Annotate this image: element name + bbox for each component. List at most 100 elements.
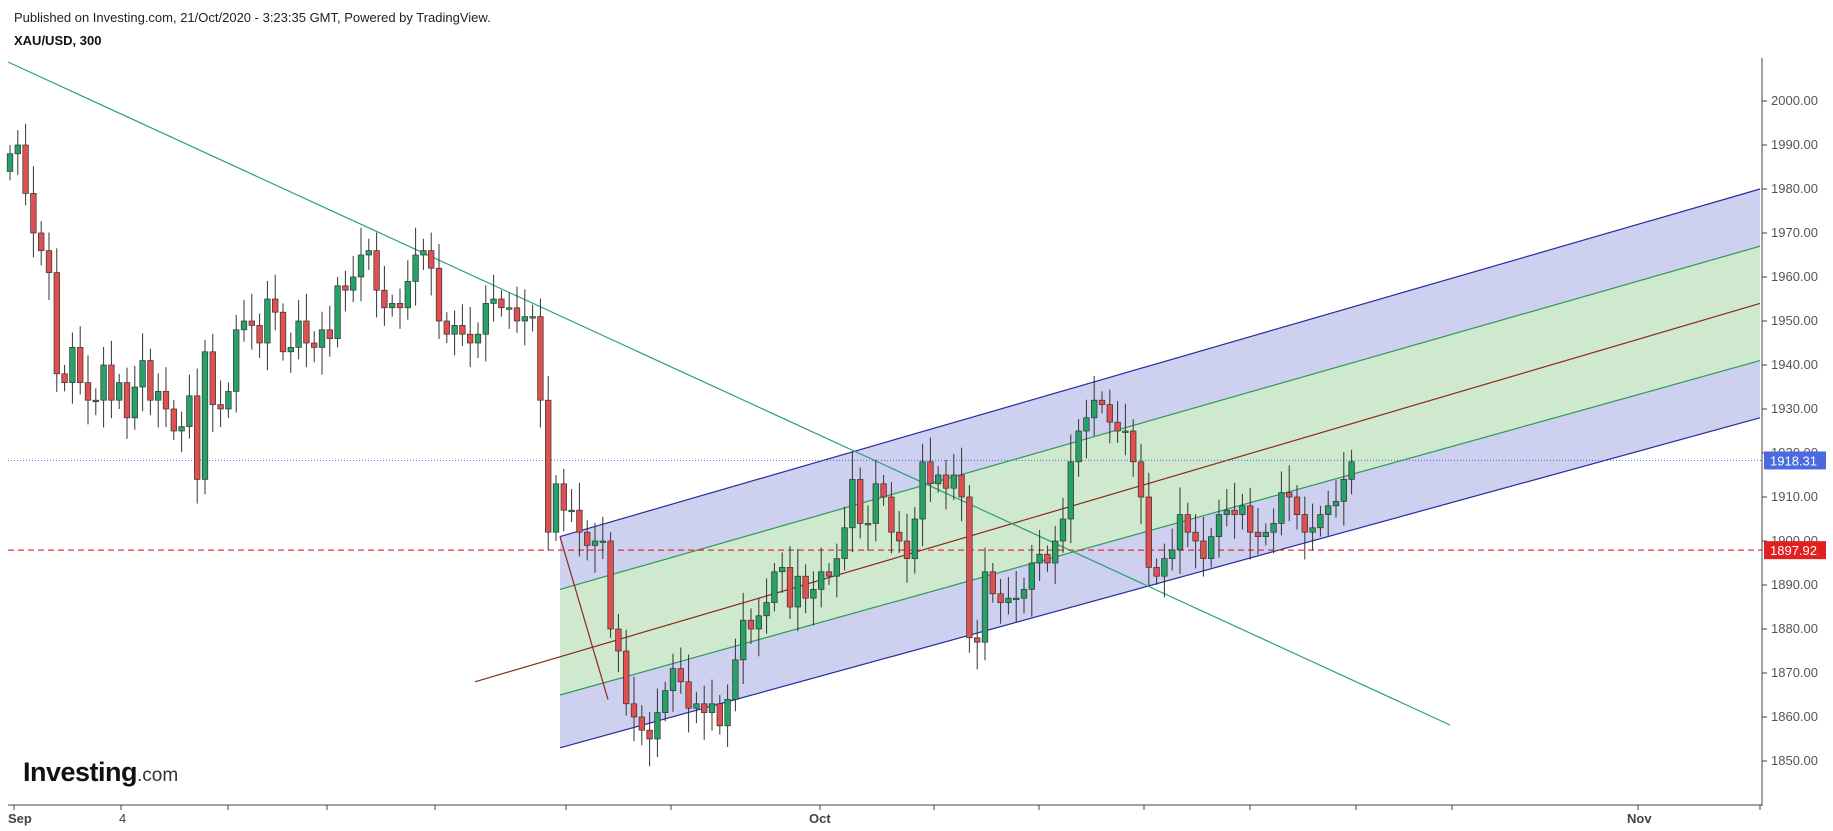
candle-body <box>6 153 14 172</box>
candle-body <box>459 325 466 335</box>
current-price-badge: 1918.31 <box>1770 453 1817 468</box>
price-tick-label: 2000.00 <box>1771 93 1818 108</box>
candle-body <box>1122 430 1129 433</box>
logo-wordmark: Investing <box>23 757 138 787</box>
candle-body <box>61 373 68 383</box>
candle-body <box>1161 558 1168 577</box>
candle-body <box>576 509 583 533</box>
candle-body <box>1301 514 1308 533</box>
price-tick-label: 1940.00 <box>1771 357 1818 372</box>
candle-body <box>240 320 248 331</box>
pitchfork-handle <box>559 536 609 700</box>
candle-body <box>209 351 216 405</box>
candle-body <box>178 426 185 432</box>
candle-body <box>1153 567 1160 577</box>
time-axis[interactable]: Sep 4 Oct Nov <box>8 804 1762 826</box>
logo-domain: .com <box>137 765 179 786</box>
candle-body <box>1145 496 1152 568</box>
candle-body <box>584 531 591 546</box>
candle-body <box>162 391 170 410</box>
candle-body <box>1176 514 1184 551</box>
candle-body <box>825 571 833 577</box>
candle-body <box>1223 509 1230 515</box>
candle-body <box>974 637 981 643</box>
price-tick-label: 1950.00 <box>1771 313 1818 328</box>
support-level-badge-bg <box>1764 541 1826 560</box>
candle-body <box>428 250 435 269</box>
candle-body <box>763 602 770 617</box>
candle-body <box>1262 531 1269 537</box>
candle-body <box>1231 509 1238 515</box>
candle-body <box>170 408 177 432</box>
candle-body <box>1169 549 1176 559</box>
candle-body <box>1130 430 1137 463</box>
descending-trendline <box>7 61 1451 726</box>
candle-body <box>1013 597 1020 601</box>
candle-body <box>217 404 224 410</box>
trend-lines[interactable] <box>7 61 1762 726</box>
price-tick-label: 1890.00 <box>1771 577 1818 592</box>
candle-body <box>311 342 318 348</box>
candle-body <box>521 316 528 322</box>
price-tick-label: 1970.00 <box>1771 225 1818 240</box>
price-axis[interactable]: 1850.001860.001870.001880.001890.001900.… <box>1761 58 1826 806</box>
candle-body <box>1075 430 1082 463</box>
channel-inner-upper-line <box>559 245 1761 590</box>
channel-inner-band <box>560 246 1760 695</box>
candle-body <box>872 483 879 524</box>
candle-body <box>1044 553 1051 564</box>
price-tick-label: 1990.00 <box>1771 137 1818 152</box>
candlesticks <box>6 123 1355 767</box>
candle-body <box>833 558 840 577</box>
candle-body <box>1247 505 1254 533</box>
candle-body <box>287 347 294 353</box>
candle-body <box>966 496 973 639</box>
candle-body <box>1239 505 1246 515</box>
candle-body <box>1106 404 1113 423</box>
channel-upper-line <box>559 188 1761 538</box>
candle-body <box>1020 589 1028 599</box>
candle-body <box>1028 562 1035 590</box>
candle-body <box>1067 461 1074 520</box>
candle-body <box>779 567 786 573</box>
candle-body <box>662 690 669 713</box>
time-label: 4 <box>119 811 126 826</box>
price-tick-label: 1850.00 <box>1771 753 1818 768</box>
candle-body <box>139 360 146 388</box>
candle-body <box>467 333 474 344</box>
candle-body <box>888 496 895 533</box>
candle-body <box>786 567 794 608</box>
candle-body <box>1278 492 1285 524</box>
candle-body <box>194 395 201 480</box>
candle-body <box>537 316 544 401</box>
candle-body <box>100 364 107 401</box>
candle-body <box>1208 536 1215 559</box>
candle-body <box>77 347 84 383</box>
candle-body <box>1005 597 1012 603</box>
candle-body <box>108 364 115 401</box>
candle-body <box>365 250 372 256</box>
candle-body <box>334 285 341 339</box>
candle-body <box>1036 553 1043 564</box>
candle-body <box>529 316 536 319</box>
candle-body <box>958 474 965 498</box>
candle-body <box>14 144 21 155</box>
candle-body <box>318 329 326 348</box>
candle-body <box>279 311 287 353</box>
candle-body <box>646 729 653 740</box>
candle-body <box>342 285 349 291</box>
candle-body <box>1059 518 1067 542</box>
price-tick-label: 1960.00 <box>1771 269 1818 284</box>
candle-body <box>1254 531 1262 537</box>
candle-body <box>942 474 950 489</box>
candle-body <box>1325 505 1332 515</box>
candle-body <box>818 571 825 590</box>
candle-body <box>880 483 887 498</box>
candle-body <box>256 325 263 344</box>
candle-body <box>1293 496 1301 515</box>
price-tick-label: 1880.00 <box>1771 621 1818 636</box>
candle-body <box>53 272 60 375</box>
regression-channel[interactable] <box>474 188 1761 749</box>
candle-body <box>607 540 614 630</box>
